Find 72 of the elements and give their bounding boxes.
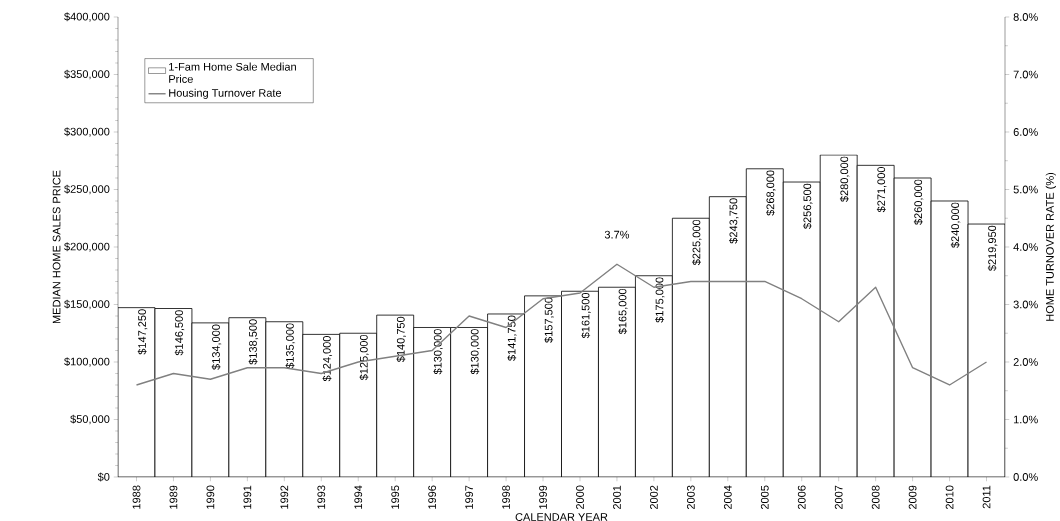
y2-tick-label: 4.0% — [1013, 243, 1038, 251]
data-label: $157,500 — [544, 297, 554, 343]
y-axis-title: MEDIAN HOME SALES PRICE — [52, 170, 61, 324]
y2-tick-label: 3.0% — [1013, 300, 1038, 309]
data-label: $161,500 — [581, 292, 591, 339]
legend-label: 1-Fam Home Sale Median Price — [169, 62, 296, 83]
y-tick-label: $250,000 — [64, 184, 110, 195]
data-label: $141,750 — [507, 315, 517, 361]
y-tick-label: $100,000 — [64, 357, 110, 367]
x-tick-label: 1999 — [539, 485, 547, 509]
data-label: $130,000 — [433, 329, 443, 375]
y2-tick-label: 2.0% — [1013, 358, 1038, 366]
y-tick-label: $150,000 — [64, 299, 110, 310]
data-label: $243,750 — [729, 198, 739, 244]
x-tick-label: 1996 — [428, 485, 437, 509]
y2-tick-label: 7.0% — [1013, 70, 1038, 79]
x-axis-title: CALENDAR YEAR — [515, 513, 608, 521]
data-label: $219,950 — [987, 225, 998, 271]
data-label: $140,750 — [396, 316, 406, 363]
y2-tick-label: 6.0% — [1013, 128, 1038, 136]
x-tick-label: 2010 — [945, 485, 954, 510]
data-label: $280,000 — [839, 156, 850, 202]
y-tick-label: $300,000 — [64, 127, 110, 137]
x-tick-label: 2008 — [871, 485, 880, 510]
x-tick-label: 1995 — [391, 485, 400, 509]
y2-tick-label: 0.0% — [1013, 473, 1038, 481]
data-label: $256,500 — [802, 183, 813, 229]
x-tick-label: 1991 — [243, 485, 252, 509]
x-tick-label: 2011 — [982, 485, 991, 509]
y-tick-label: $0 — [97, 472, 110, 482]
y2-axis-title: HOME TURNOVER RATE (%) — [1045, 172, 1056, 321]
data-label: $147,250 — [137, 309, 148, 355]
data-label: $124,000 — [322, 336, 333, 382]
x-tick-label: 2000 — [576, 485, 584, 510]
x-tick-label: 1990 — [206, 485, 215, 509]
x-tick-label: 2007 — [834, 485, 843, 510]
y2-tick-label: 1.0% — [1013, 415, 1038, 424]
y2-tick-label: 8.0% — [1013, 13, 1038, 21]
x-tick-label: 1998 — [502, 485, 510, 509]
y-tick-label: $400,000 — [64, 12, 110, 22]
x-tick-label: 2002 — [650, 485, 658, 510]
x-tick-label: 2006 — [797, 485, 806, 510]
data-label: $146,500 — [174, 310, 185, 356]
data-label: $138,500 — [248, 319, 259, 365]
x-tick-label: 1993 — [317, 485, 326, 509]
data-label: $135,000 — [285, 323, 296, 369]
data-label: $134,000 — [211, 324, 222, 370]
x-tick-label: 1989 — [169, 485, 178, 509]
data-label: $125,000 — [359, 334, 370, 381]
x-tick-label: 2003 — [686, 485, 695, 510]
x-tick-label: 2009 — [908, 485, 917, 510]
data-label: $271,000 — [876, 166, 887, 213]
x-tick-label: 2004 — [723, 485, 732, 510]
data-label: $165,000 — [618, 288, 628, 335]
y-tick-label: $200,000 — [64, 242, 110, 252]
x-tick-label: 2005 — [760, 485, 769, 510]
data-label: $240,000 — [950, 202, 961, 248]
data-label: $130,000 — [470, 329, 480, 375]
x-tick-label: 2001 — [613, 485, 621, 510]
legend-label: Housing Turnover Rate — [169, 88, 282, 99]
y-tick-label: $350,000 — [64, 69, 110, 80]
x-tick-label: 1994 — [354, 485, 363, 509]
x-tick-label: 1997 — [465, 485, 474, 509]
data-label: $260,000 — [913, 179, 924, 225]
data-label: $175,000 — [655, 277, 665, 323]
x-tick-label: 1992 — [280, 485, 289, 509]
data-label: $268,000 — [766, 170, 776, 216]
annotation: 3.7% — [604, 230, 630, 239]
y-tick-label: $50,000 — [70, 414, 110, 425]
x-tick-label: 1988 — [132, 485, 141, 509]
y2-tick-label: 5.0% — [1013, 185, 1038, 194]
data-label: $225,000 — [692, 219, 702, 266]
